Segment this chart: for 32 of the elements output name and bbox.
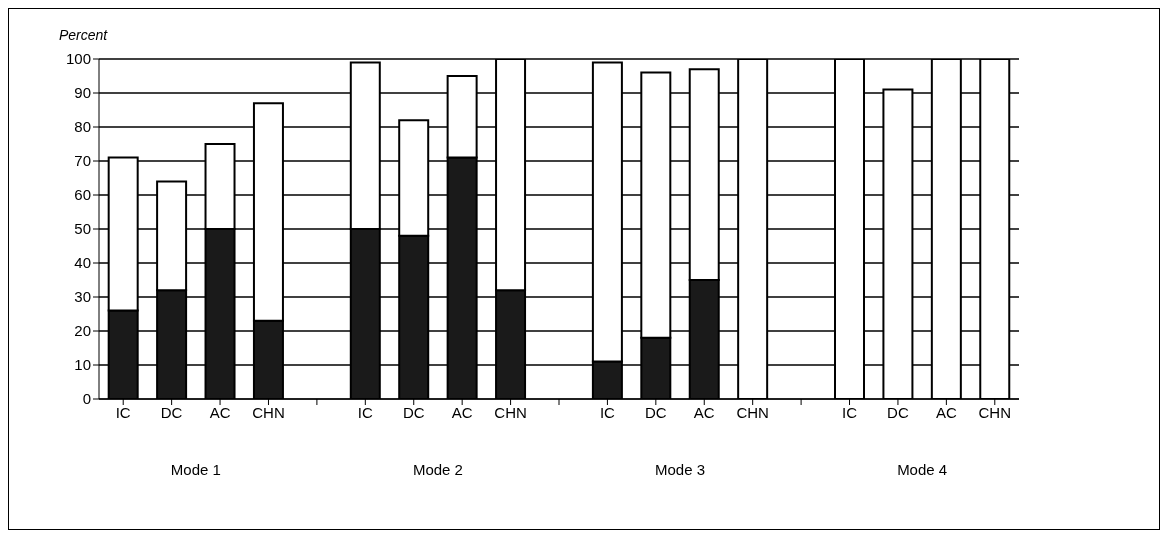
x-tick-label: AC [693, 403, 715, 421]
y-tick-label: 80 [74, 118, 91, 136]
y-tick-label: 90 [74, 84, 91, 102]
y-tick-label: 40 [74, 254, 91, 272]
x-tick-label: CHN [978, 403, 1012, 421]
x-tick-label: AC [451, 403, 473, 421]
y-tick-label: 50 [74, 220, 91, 238]
text: Mode 2 [411, 461, 464, 478]
y-tick-label: 60 [74, 186, 91, 204]
x-tick-label: AC [209, 403, 231, 421]
text: Mode 3 [654, 461, 707, 478]
y-axis-title: Percent [59, 27, 108, 43]
x-tick-label: CHN [252, 403, 285, 421]
x-tick-label: IC [599, 403, 616, 421]
y-tick-label: 30 [74, 288, 91, 306]
x-tick-label: AC [935, 403, 957, 421]
text: Mode 1 [169, 461, 222, 478]
y-tick-label: 100 [65, 50, 91, 68]
x-tick-label: IC [357, 403, 373, 421]
y-tick-label: 0 [82, 390, 91, 408]
y-tick-label: 20 [74, 322, 91, 340]
x-tick-label: DC [645, 403, 667, 421]
x-tick-label: CHN [494, 403, 527, 421]
x-tick-label: IC [842, 403, 858, 421]
text: Mode 4 [896, 461, 949, 478]
x-tick-label: CHN [736, 403, 769, 421]
y-tick-label: 10 [74, 356, 91, 374]
x-tick-label: IC [115, 403, 131, 421]
x-tick-label: DC [402, 403, 425, 421]
y-tick-label: 70 [74, 152, 91, 170]
x-tick-label: DC [160, 403, 183, 421]
x-tick-label: DC [887, 403, 909, 421]
